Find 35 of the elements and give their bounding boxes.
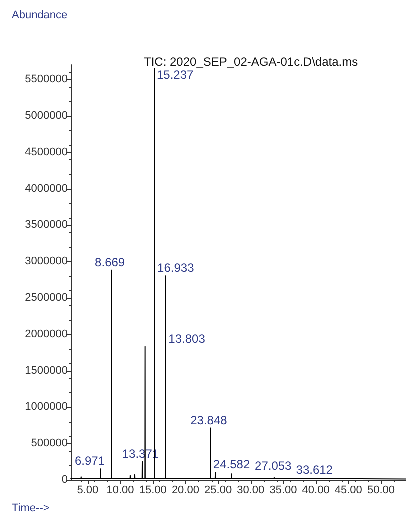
- y-tick-label: 1000000: [25, 401, 68, 414]
- x-tick-label: 30.00: [237, 484, 265, 496]
- annotation: 6.971: [74, 454, 106, 468]
- annotation: 23.848: [190, 413, 228, 428]
- annotation: 15.237: [157, 68, 194, 82]
- y-tick-label: 4500000: [25, 146, 68, 158]
- annotation: 16.933: [158, 261, 195, 276]
- y-tick-label: 5000000: [25, 110, 68, 122]
- x-tick-label: 45.00: [334, 484, 362, 496]
- annotation: 24.582: [213, 458, 250, 472]
- annotation: 27.053: [255, 459, 292, 474]
- annotation: 8.669: [95, 255, 126, 270]
- x-tick-label: 10.00: [106, 484, 134, 496]
- y-tick-label: 2500000: [25, 292, 68, 304]
- y-tick-label: 3500000: [25, 219, 68, 232]
- y-tick-label: 2000000: [25, 328, 68, 340]
- chart-title: TIC: 2020_SEP_02-AGA-01c.D\data.ms: [144, 55, 358, 69]
- annotation: 13.803: [168, 332, 206, 346]
- y-tick-label: 4000000: [25, 182, 68, 195]
- annotation: 33.612: [296, 462, 334, 477]
- x-tick-label: 50.00: [367, 484, 395, 496]
- x-tick-label: 35.00: [270, 484, 298, 496]
- y-axis-title: Abundance: [12, 10, 68, 22]
- line-series: [70, 68, 406, 480]
- y-tick-label: 500000: [31, 438, 68, 450]
- x-tick-label: 25.00: [204, 484, 232, 496]
- x-tick-label: 40.00: [302, 484, 330, 496]
- y-tick-label: 0: [62, 474, 68, 486]
- y-tick-label: 1500000: [25, 364, 68, 377]
- x-tick-label: 15.00: [139, 484, 167, 496]
- x-tick-label: 20.00: [172, 484, 200, 496]
- x-axis-title: Time-->: [12, 502, 50, 514]
- y-tick-label: 3000000: [25, 256, 68, 268]
- y-tick-label: 5500000: [25, 74, 68, 86]
- x-tick-label: 5.00: [77, 484, 99, 496]
